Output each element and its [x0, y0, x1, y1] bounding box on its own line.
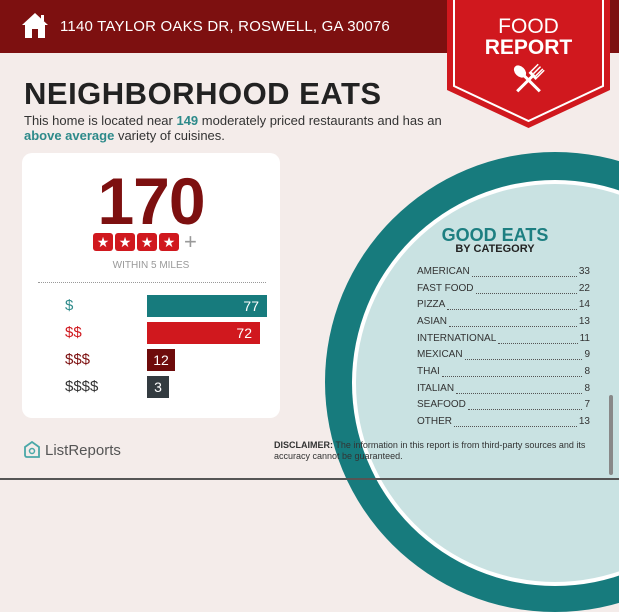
- category-row: INTERNATIONAL 11: [417, 333, 590, 344]
- disclaimer: DISCLAIMER: The information in this repo…: [274, 440, 586, 461]
- category-row: FAST FOOD 22: [417, 283, 590, 294]
- category-row: ASIAN 13: [417, 316, 590, 327]
- price-label: $: [65, 297, 74, 314]
- category-row: ITALIAN 8: [417, 383, 590, 394]
- category-row: SEAFOOD 7: [417, 399, 590, 410]
- star-rating: ★ ★ ★ ★ +: [93, 229, 197, 254]
- plus-icon: +: [184, 229, 197, 254]
- total-restaurants: 170: [97, 164, 205, 238]
- category-row: MEXICAN 9: [417, 349, 590, 360]
- good-eats-title: GOOD EATS: [441, 225, 549, 245]
- star-icon: ★: [137, 233, 157, 251]
- page-subtitle: This home is located near 149 moderately…: [24, 113, 442, 143]
- good-eats-subtitle: BY CATEGORY: [455, 243, 535, 255]
- restaurant-count-card: 170: [22, 153, 280, 418]
- divider: [38, 282, 266, 283]
- scrollbar[interactable]: [609, 395, 613, 475]
- price-bar: 12: [147, 349, 175, 371]
- category-row: PIZZA 14: [417, 299, 590, 310]
- category-row: OTHER 13: [417, 416, 590, 427]
- listreports-logo: ListReports: [24, 441, 121, 459]
- price-label: $$: [65, 324, 82, 341]
- listreports-icon: [24, 441, 40, 458]
- star-icon: ★: [115, 233, 135, 251]
- food-report-badge: [447, 0, 610, 128]
- price-label: $$$: [65, 351, 91, 368]
- price-label: $$$$: [65, 378, 99, 395]
- home-icon: [22, 13, 48, 38]
- utensils-icon: [513, 63, 545, 93]
- page-title: NEIGHBORHOOD EATS: [24, 76, 382, 111]
- logo-text: ListReports: [45, 441, 121, 459]
- category-row: AMERICAN 33: [417, 266, 590, 277]
- star-icon: ★: [159, 233, 179, 251]
- address-text: 1140 TAYLOR OAKS DR, ROSWELL, GA 30076: [60, 18, 390, 35]
- bottom-border: [0, 478, 619, 480]
- star-icon: ★: [93, 233, 113, 251]
- price-bar: 72: [147, 322, 260, 344]
- price-bar: 77: [147, 295, 267, 317]
- category-row: THAI 8: [417, 366, 590, 377]
- price-bar: 3: [147, 376, 169, 398]
- within-label: WITHIN 5 MILES: [112, 260, 190, 271]
